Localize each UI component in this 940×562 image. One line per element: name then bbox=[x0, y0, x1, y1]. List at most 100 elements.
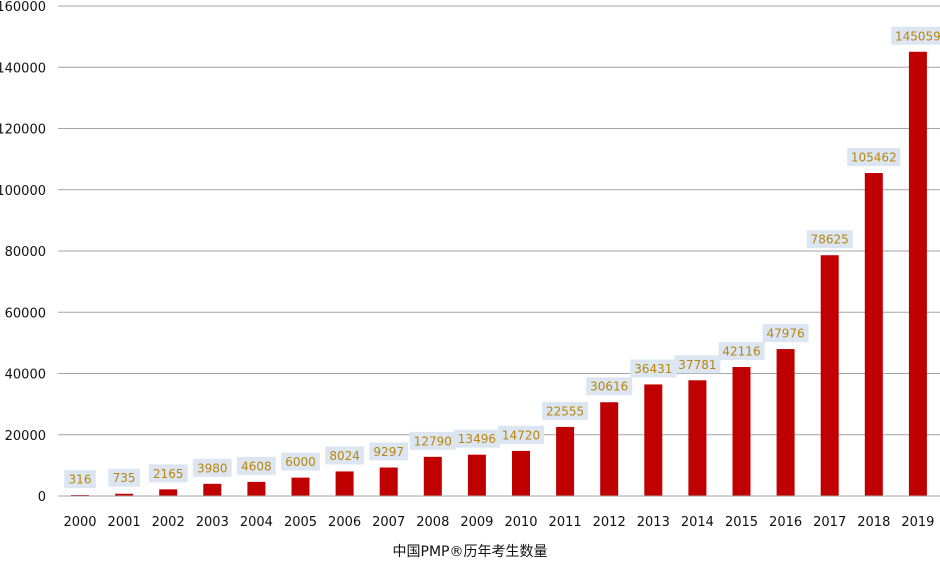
x-tick-label: 2007 bbox=[372, 515, 405, 530]
y-tick-label: 160000 bbox=[0, 0, 46, 15]
data-label-text: 3980 bbox=[197, 461, 228, 475]
x-tick-label: 2001 bbox=[108, 515, 141, 530]
data-label: 12790 bbox=[409, 431, 456, 450]
y-axis-ticks: 0 20000 40000 60000 80000 100000 120000 140000 1… bbox=[0, 0, 46, 505]
bar bbox=[688, 380, 707, 496]
bar bbox=[864, 173, 883, 496]
data-label: 42116 bbox=[718, 342, 765, 361]
data-label: 316 bbox=[64, 470, 96, 489]
data-label-text: 4608 bbox=[241, 459, 272, 473]
x-tick-label: 2008 bbox=[416, 515, 449, 530]
data-label-text: 37781 bbox=[678, 358, 716, 372]
data-label-box bbox=[891, 26, 940, 45]
bar bbox=[512, 450, 530, 496]
chart-title: 中国PMP®历年考生数量 bbox=[393, 544, 548, 560]
bar bbox=[159, 489, 178, 496]
data-label-box bbox=[453, 429, 500, 448]
data-label-text: 30616 bbox=[590, 380, 628, 394]
data-label-box bbox=[108, 468, 140, 487]
data-label: 14720 bbox=[498, 425, 544, 444]
y-tick-label: 20000 bbox=[5, 429, 46, 444]
bar bbox=[644, 384, 663, 496]
bar bbox=[467, 454, 486, 496]
x-tick-label: 2009 bbox=[460, 515, 493, 530]
bar bbox=[379, 467, 398, 496]
data-label: 735 bbox=[108, 468, 140, 487]
data-label-text: 316 bbox=[69, 473, 92, 487]
data-label-text: 14720 bbox=[502, 428, 540, 442]
x-tick-label: 2015 bbox=[725, 515, 758, 530]
y-tick-label: 40000 bbox=[5, 368, 46, 383]
data-label-text: 2165 bbox=[153, 467, 184, 481]
x-tick-label: 2006 bbox=[328, 515, 361, 530]
data-label-box bbox=[762, 324, 809, 343]
y-tick-label: 100000 bbox=[0, 184, 46, 199]
data-label-box bbox=[192, 458, 232, 477]
data-label: 3980 bbox=[192, 458, 232, 477]
data-label-box bbox=[64, 470, 96, 489]
bar bbox=[291, 477, 310, 496]
data-label-box bbox=[847, 148, 901, 167]
y-tick-label: 0 bbox=[38, 490, 46, 505]
x-tick-label: 2002 bbox=[152, 515, 185, 530]
bar bbox=[203, 483, 222, 496]
data-label-text: 47976 bbox=[767, 327, 805, 341]
data-label-text: 42116 bbox=[722, 345, 760, 359]
data-label-box bbox=[718, 342, 765, 361]
data-label: 36431 bbox=[630, 359, 677, 378]
data-label: 9297 bbox=[369, 442, 409, 461]
data-label-box bbox=[586, 377, 633, 396]
data-label: 105462 bbox=[847, 148, 901, 167]
data-label: 22555 bbox=[542, 401, 589, 420]
bar bbox=[556, 426, 575, 496]
data-labels: 316 735 2165 3980 4608 6000 8024 9297 12790 13496… bbox=[64, 26, 940, 489]
bar bbox=[423, 456, 442, 496]
data-label-text: 13496 bbox=[458, 432, 496, 446]
data-label-text: 36431 bbox=[634, 362, 672, 376]
bar bbox=[247, 481, 266, 496]
data-label-box bbox=[148, 464, 188, 483]
bars bbox=[71, 51, 927, 497]
x-tick-label: 2013 bbox=[637, 515, 670, 530]
data-label-box bbox=[542, 401, 589, 420]
data-label-box bbox=[237, 456, 276, 475]
x-tick-label: 2011 bbox=[549, 515, 582, 530]
bar bbox=[600, 402, 619, 496]
y-tick-label: 120000 bbox=[0, 123, 46, 138]
x-tick-label: 2018 bbox=[857, 515, 890, 530]
data-label: 13496 bbox=[453, 429, 500, 448]
y-tick-label: 60000 bbox=[5, 306, 46, 321]
bar bbox=[732, 367, 751, 496]
data-label: 30616 bbox=[586, 377, 633, 396]
data-label-text: 735 bbox=[113, 471, 136, 485]
data-label-box bbox=[806, 230, 853, 249]
data-label-box bbox=[409, 431, 456, 450]
data-label-text: 105462 bbox=[851, 151, 897, 165]
data-label-text: 78625 bbox=[811, 233, 849, 247]
x-axis-ticks: 2000 2001 2002 2003 2004 2005 2006 2007 2008 2009… bbox=[63, 515, 934, 530]
data-label: 145059 bbox=[891, 26, 940, 45]
x-tick-label: 2000 bbox=[63, 515, 96, 530]
data-label-box bbox=[369, 442, 409, 461]
x-tick-label: 2017 bbox=[813, 515, 846, 530]
x-tick-label: 2019 bbox=[901, 515, 934, 530]
gridlines bbox=[58, 5, 940, 436]
data-label: 47976 bbox=[762, 324, 809, 343]
data-label-box bbox=[281, 452, 320, 471]
x-tick-label: 2016 bbox=[769, 515, 802, 530]
x-tick-label: 2004 bbox=[240, 515, 273, 530]
bar bbox=[820, 255, 839, 496]
data-label: 78625 bbox=[806, 230, 853, 249]
data-label-text: 145059 bbox=[895, 29, 940, 43]
data-label: 4608 bbox=[237, 456, 276, 475]
data-label-box bbox=[498, 425, 544, 444]
x-tick-label: 2010 bbox=[504, 515, 537, 530]
bar bbox=[908, 51, 927, 497]
y-tick-label: 80000 bbox=[5, 245, 46, 260]
data-label-box bbox=[674, 355, 721, 374]
data-label-text: 12790 bbox=[414, 434, 452, 448]
data-label: 8024 bbox=[325, 446, 364, 465]
data-label-text: 9297 bbox=[373, 445, 404, 459]
